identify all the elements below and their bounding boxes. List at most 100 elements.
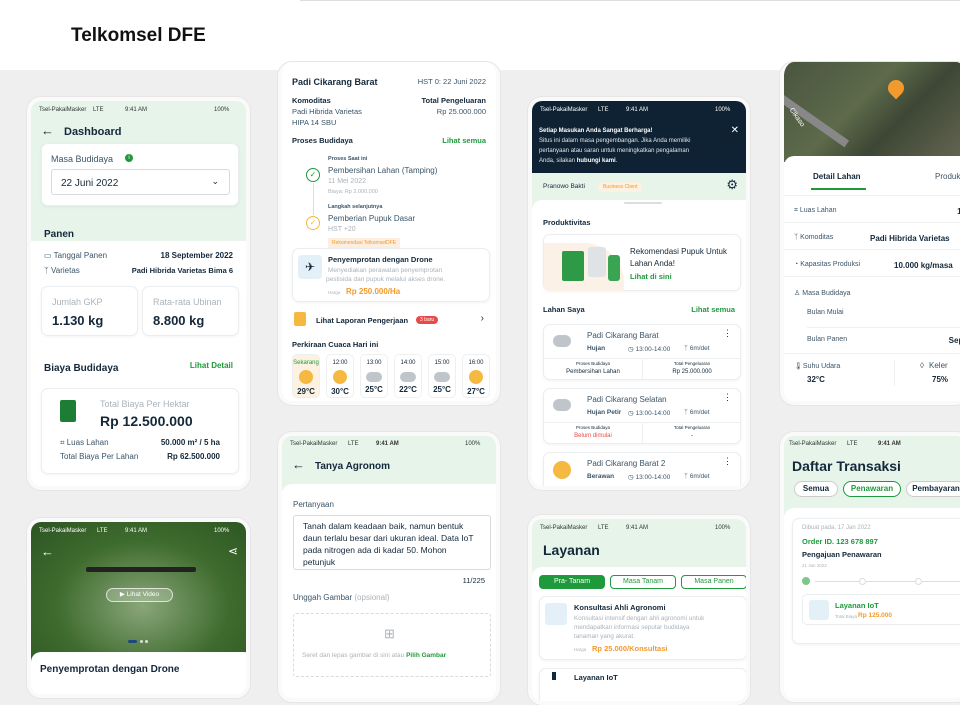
back-arrow-icon[interactable]: ← <box>292 457 305 472</box>
per-lahan-label: Total Biaya Per Lahan <box>60 452 139 461</box>
field-wind: 6m/det <box>689 345 710 352</box>
service-desc: Konsultasi intensif dengan ahli agronomi… <box>574 615 705 622</box>
carousel-dot[interactable] <box>140 640 143 643</box>
tab-produk[interactable]: Produk <box>935 172 960 181</box>
share-icon[interactable]: ⋖ <box>227 544 238 558</box>
image-dropzone[interactable]: ⊞ Seret dan lepas gambar di sini atau Pi… <box>293 613 491 677</box>
contact-link[interactable]: hubungi kami <box>576 158 616 164</box>
drone-service-card[interactable]: ✈ Penyemprotan dengan Drone Menyediakan … <box>292 248 490 302</box>
order-status: Pengajuan Penawaran <box>802 550 882 559</box>
chevron-right-icon[interactable]: › <box>480 313 484 324</box>
pilih-gambar-link[interactable]: Pilih Gambar <box>406 652 447 659</box>
step1-date: 11 Mei 2022 <box>328 178 367 185</box>
tab-masa-panen[interactable]: Masa Panen <box>681 575 746 589</box>
upload-label: Unggah Gambar <box>293 593 353 602</box>
back-arrow-icon[interactable]: ← <box>41 123 54 138</box>
created-date: Dibuat pada, 17 Jan 2022 <box>802 525 871 531</box>
panen-label: Bulan Panen <box>807 336 848 343</box>
transaction-card[interactable]: Dibuat pada, 17 Jan 2022 Order ID. 123 6… <box>792 518 960 644</box>
suhu-value: 32°C <box>807 375 825 384</box>
lahan-name: Padi Cikarang Barat <box>292 77 378 87</box>
luas-label: Luas Lahan <box>66 438 109 447</box>
lihat-di-sini-link[interactable]: Lihat di sini <box>630 272 672 281</box>
field-card[interactable]: Padi Cikarang Barat ⋮ Hujan ◷ 13:00-14:00 ᛉ … <box>543 324 741 380</box>
total-value: Rp 25.000.000 <box>436 107 486 116</box>
question-textarea[interactable]: Tanah dalam keadaan baik, namun bentuk d… <box>293 515 491 570</box>
phone-drone: Tsel-PakaiMasker LTE 9:41 AM 100% ← ⋖ ▶ … <box>27 518 250 698</box>
date-select[interactable]: 22 Juni 2022 ⌄ <box>51 169 230 195</box>
status-carrier: Tsel-PakaiMasker <box>540 107 588 113</box>
luas-value: 50.000 m² / 5 ha <box>160 438 220 447</box>
field-card[interactable]: Padi Cikarang Selatan ⋮ Hujan Petir ◷ 13:00… <box>543 388 741 444</box>
status-date: 21 Jan 2022 <box>802 563 827 568</box>
lihat-semua-link[interactable]: Lihat semua <box>442 136 486 145</box>
service-card[interactable]: Layanan IoT <box>539 668 746 701</box>
field-card[interactable]: Padi Cikarang Barat 2 ⋮ Berawan ◷ 13:00-14:… <box>543 452 741 486</box>
gear-icon[interactable]: ⚙ <box>726 177 738 192</box>
status-carrier: Tsel-PakaiMasker <box>540 525 588 531</box>
drone-image <box>31 522 246 662</box>
status-time: 9:41 AM <box>626 525 649 531</box>
tab-detail-lahan[interactable]: Detail Lahan <box>813 172 861 181</box>
header-band <box>0 0 960 70</box>
kapasitas-label: Kapasitas Produksi <box>800 261 861 268</box>
luas-value: 12 <box>957 207 960 216</box>
drone-desc-1: Menyediakan perawatan penyemprotan <box>328 267 443 274</box>
biaya-heading: Biaya Budidaya <box>44 363 119 374</box>
saat-ini-label: Proses Saat ini <box>328 156 368 162</box>
kelembaban-value: 75% <box>932 375 949 384</box>
status-carrier: Tsel-PakaiMasker <box>789 441 837 447</box>
status-time: 9:41 AM <box>125 107 148 113</box>
sun-cloud-icon <box>333 370 347 384</box>
proses-label: Proses Budidaya <box>575 425 611 430</box>
video-button[interactable]: ▶ Lihat Video <box>106 588 173 602</box>
step1: Pembersihan Lahan (Tamping) <box>328 166 438 175</box>
lihat-semua-link[interactable]: Lihat semua <box>691 305 735 314</box>
rekom-card[interactable]: Rekomendasi Pupuk Untuk Lahan Anda! Liha… <box>543 234 741 291</box>
info-icon[interactable]: i <box>125 154 133 162</box>
field-weather: Hujan <box>587 345 606 352</box>
tab-pembayaran[interactable]: Pembayaran <box>906 481 960 497</box>
per-hektar-value: Rp 12.500.000 <box>100 413 193 429</box>
drone-icon: ✈ <box>298 255 322 279</box>
progress-step <box>915 578 922 585</box>
phone-detail-lahan: Cikaso Detail Lahan Produk ⌗ Luas Lahan … <box>780 62 960 405</box>
weather-temp: 22°C <box>399 385 417 394</box>
ubinan-card: Rata-rata Ubinan 8.800 kg <box>142 286 239 336</box>
screen-title: Dashboard <box>64 126 122 138</box>
rain-icon <box>553 335 571 347</box>
status-battery: 100% <box>214 528 230 534</box>
proses-heading: Proses Budidaya <box>292 136 353 145</box>
lihat-detail-link[interactable]: Lihat Detail <box>189 361 233 370</box>
more-icon[interactable]: ⋮ <box>723 456 732 466</box>
drag-handle[interactable] <box>624 202 662 204</box>
map-view[interactable] <box>784 62 960 162</box>
tab-masa-tanam[interactable]: Masa Tanam <box>610 575 676 589</box>
tab-semua[interactable]: Semua <box>794 481 838 497</box>
carousel-dot[interactable] <box>145 640 148 643</box>
weather-time: 16:00 <box>468 360 484 366</box>
drone-graphic <box>86 567 196 572</box>
tab-pra-tanam[interactable]: Pra- Tanam <box>539 575 605 589</box>
close-icon[interactable]: ✕ <box>730 125 739 136</box>
tab-penawaran[interactable]: Penawaran <box>843 481 901 497</box>
status-battery: 100% <box>715 525 731 531</box>
status-carrier: Tsel-PakaiMasker <box>39 528 87 534</box>
varietas-value: Padi Hibrida Varietas Bima 6 <box>131 266 233 275</box>
more-icon[interactable]: ⋮ <box>723 328 732 338</box>
drone-title: Penyemprotan dengan Drone <box>40 664 180 675</box>
field-time: 13:00-14:00 <box>635 346 671 353</box>
gkp-card: Jumlah GKP 1.130 kg <box>41 286 138 336</box>
weather-item: Sekarang 29°C <box>292 354 320 398</box>
masa-label: Masa Budidaya <box>802 290 851 297</box>
service-card[interactable]: Konsultasi Ahli Agronomi Konsultasi inte… <box>539 596 746 660</box>
komoditas-2: HIPA 14 SBU <box>292 118 337 127</box>
sun-cloud-icon <box>469 370 483 384</box>
more-icon[interactable]: ⋮ <box>723 392 732 402</box>
phone-dashboard: Tsel-PakaiMasker LTE 9:41 AM 100% ← Dash… <box>27 97 250 490</box>
carousel-dot-active[interactable] <box>128 640 137 643</box>
back-arrow-icon[interactable]: ← <box>41 544 54 559</box>
drone-title: Penyemprotan dengan Drone <box>328 255 433 264</box>
status-battery: 100% <box>214 107 230 113</box>
laporan-link[interactable]: Lihat Laporan Pengerjaan <box>316 316 409 325</box>
